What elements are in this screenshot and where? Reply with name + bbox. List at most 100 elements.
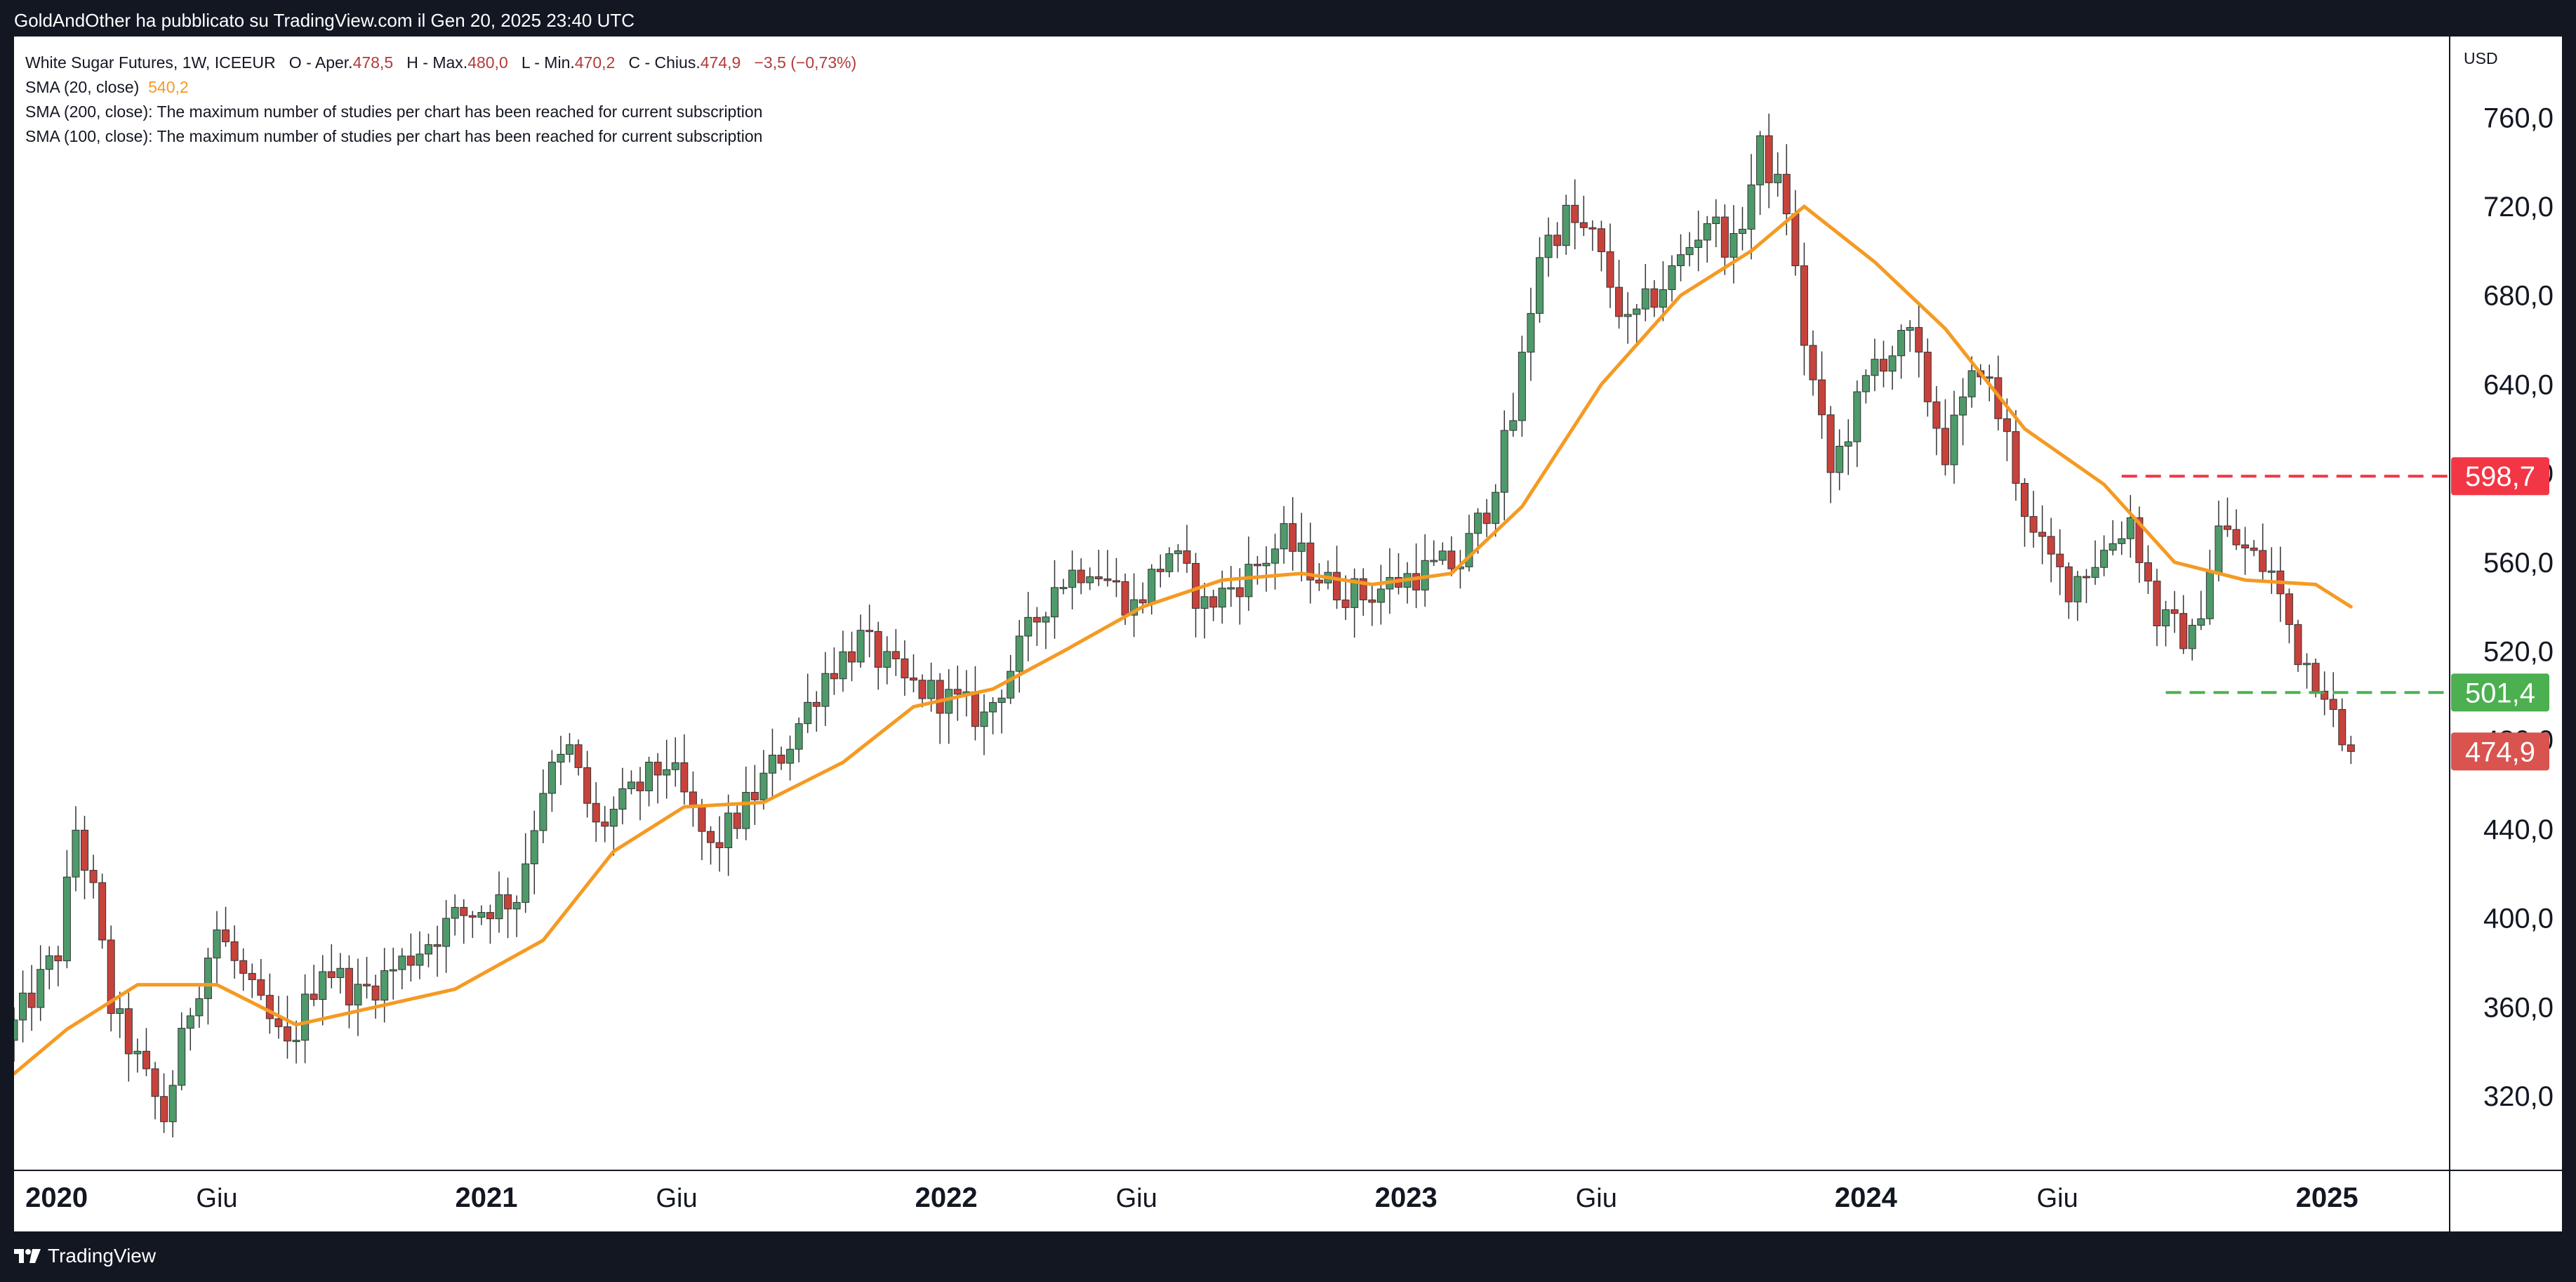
candle-body xyxy=(1633,308,1641,315)
time-tick-label: Giu xyxy=(1116,1184,1157,1213)
candle xyxy=(1544,217,1553,277)
candle-body xyxy=(1465,533,1473,567)
candle-body xyxy=(389,969,397,972)
price-chart[interactable]: 320,0360,0400,0440,0480,0520,0560,0600,0… xyxy=(14,37,2562,1231)
price-tick-label: 640,0 xyxy=(2483,369,2554,400)
candle xyxy=(618,767,627,825)
candle-body xyxy=(283,1026,291,1042)
legend-sma100-row[interactable]: SMA (100, close): The maximum number of … xyxy=(25,124,856,149)
price-tick-label: 440,0 xyxy=(2483,814,2554,845)
candle-body xyxy=(1650,288,1659,308)
candle xyxy=(989,697,997,734)
candle xyxy=(1915,302,1923,378)
candle-body xyxy=(1826,414,1835,473)
support-price-badge-bg xyxy=(2451,673,2549,712)
candle xyxy=(1086,567,1094,590)
candle-body xyxy=(1368,599,1376,603)
candle xyxy=(671,737,679,787)
legend-ohlc-row: White Sugar Futures, 1W, ICEEUR O - Aper… xyxy=(25,51,856,75)
candle-body xyxy=(1042,616,1050,623)
candle-body xyxy=(1932,401,1941,429)
tradingview-brand[interactable]: TradingView xyxy=(14,1245,156,1267)
candle-body xyxy=(204,958,212,999)
candle xyxy=(512,895,521,937)
candle xyxy=(1871,338,1879,392)
candle-body xyxy=(1103,578,1112,581)
legend-close-value: 474,9 xyxy=(700,53,741,72)
candle xyxy=(2179,595,2188,654)
candle-body xyxy=(178,1028,186,1086)
candle-body xyxy=(2109,543,2117,551)
candle-body xyxy=(1659,289,1667,308)
candle-body xyxy=(989,702,997,713)
legend-sma200-row[interactable]: SMA (200, close): The maximum number of … xyxy=(25,100,856,124)
candle-body xyxy=(2021,482,2029,517)
candle-body xyxy=(557,753,565,763)
legend-sma20-row[interactable]: SMA (20, close) 540,2 xyxy=(25,75,856,100)
candle-body xyxy=(213,929,221,959)
candle xyxy=(1148,564,1156,615)
candle xyxy=(2346,735,2355,765)
candle-body xyxy=(1244,564,1253,597)
candle xyxy=(645,756,653,807)
candle-body xyxy=(1729,233,1738,258)
candle-body xyxy=(901,658,909,679)
candle-body xyxy=(1809,345,1817,381)
candle-body xyxy=(636,781,644,791)
candle-body xyxy=(2100,550,2109,568)
candle xyxy=(310,965,318,1007)
candle-body xyxy=(1077,569,1085,583)
candle xyxy=(1571,179,1579,250)
candle-body xyxy=(601,821,609,827)
candle-body xyxy=(2241,544,2250,549)
candle xyxy=(1103,550,1112,587)
candle-body xyxy=(406,956,415,966)
candle-body xyxy=(1156,569,1164,572)
legend-sma100-label: SMA (100, close): xyxy=(25,127,153,145)
candle-body xyxy=(1738,228,1746,234)
candle xyxy=(2303,653,2311,689)
candle xyxy=(345,955,353,1029)
candle-body xyxy=(1685,247,1694,256)
candle xyxy=(1606,223,1614,308)
candle-body xyxy=(848,651,856,663)
candle-body xyxy=(1615,286,1624,317)
price-tick-label: 520,0 xyxy=(2483,637,2554,668)
candle-body xyxy=(980,711,988,727)
candle xyxy=(19,970,27,1043)
chart-panel[interactable]: 320,0360,0400,0440,0480,0520,0560,0600,0… xyxy=(14,37,2562,1231)
candle-body xyxy=(1015,635,1023,672)
candle xyxy=(1262,546,1270,592)
candle-body xyxy=(336,967,345,978)
candle-body xyxy=(2197,618,2205,626)
candle-body xyxy=(2170,609,2179,614)
candle xyxy=(830,647,838,695)
candle-body xyxy=(971,691,979,727)
candle-body xyxy=(530,830,538,864)
candle xyxy=(301,974,310,1064)
candle xyxy=(663,739,671,799)
candle xyxy=(759,750,768,810)
candle xyxy=(292,1020,300,1064)
candle xyxy=(89,854,98,899)
candle-body xyxy=(1068,569,1077,588)
candle-body xyxy=(1518,352,1526,421)
candle xyxy=(98,873,107,949)
candle xyxy=(319,955,327,1026)
candle-body xyxy=(1024,616,1033,637)
candle-body xyxy=(142,1050,150,1069)
candle xyxy=(1350,568,1359,638)
candle xyxy=(1492,484,1500,537)
candle-body xyxy=(1209,596,1218,608)
candle-body xyxy=(1967,370,1976,397)
candle-body xyxy=(2012,431,2020,484)
candle xyxy=(477,905,486,925)
candle-body xyxy=(1474,513,1482,534)
currency-label[interactable]: USD xyxy=(2464,49,2498,67)
candle-body xyxy=(1509,420,1518,431)
candle-body xyxy=(742,792,750,829)
candle-body xyxy=(54,955,62,962)
candle xyxy=(371,974,380,1019)
candle xyxy=(750,765,759,825)
candle-body xyxy=(909,678,917,681)
